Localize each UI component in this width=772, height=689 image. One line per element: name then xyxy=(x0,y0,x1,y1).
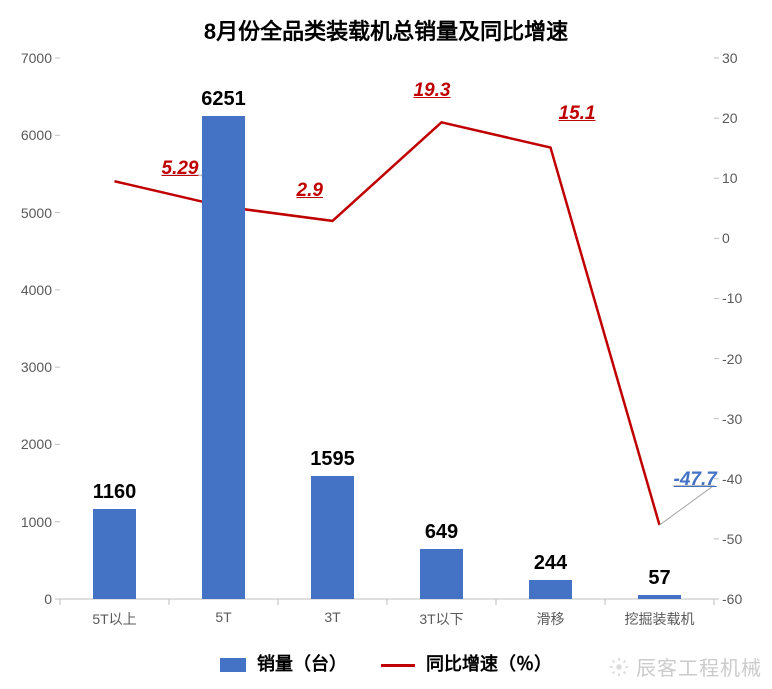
category-label: 挖掘装载机 xyxy=(605,609,714,629)
y-right-tick: -30 xyxy=(722,411,742,427)
bar-value-label: 649 xyxy=(387,521,496,544)
watermark-text: 辰客工程机械 xyxy=(636,652,762,681)
bar-value-label: 244 xyxy=(496,552,605,575)
bar-value-label: 1595 xyxy=(278,448,387,471)
y-right-tick: -40 xyxy=(722,471,742,487)
bar xyxy=(638,595,682,599)
y-right-tick: 0 xyxy=(722,230,730,246)
bar-value-label: 1160 xyxy=(60,481,169,504)
category-label: 滑移 xyxy=(496,609,605,629)
plot-svg xyxy=(60,58,714,599)
plot-area xyxy=(60,58,714,599)
category-label: 3T xyxy=(278,609,387,625)
bar xyxy=(420,549,464,599)
chart-title: 8月份全品类装载机总销量及同比增速 xyxy=(0,14,772,46)
bar-value-label: 57 xyxy=(605,567,714,590)
bar xyxy=(202,116,246,599)
line-value-label: 2.9 xyxy=(297,180,323,202)
line-value-label: 15.1 xyxy=(559,103,596,125)
y-left-tick: 3000 xyxy=(0,359,52,375)
y-right-tick: 30 xyxy=(722,50,738,66)
y-right-tick: -50 xyxy=(722,531,742,547)
legend-line-label: 同比增速（％） xyxy=(426,654,552,674)
y-left-tick: 0 xyxy=(0,591,52,607)
bar xyxy=(93,509,137,599)
y-left-tick: 2000 xyxy=(0,436,52,452)
y-left-tick: 1000 xyxy=(0,514,52,530)
line-value-label: 19.3 xyxy=(414,80,451,102)
legend-line-swatch xyxy=(381,664,415,667)
watermark: 辰客工程机械 xyxy=(608,652,762,681)
bar-value-label: 6251 xyxy=(169,88,278,111)
y-left-tick: 7000 xyxy=(0,50,52,66)
category-label: 5T以上 xyxy=(60,609,169,629)
y-right-tick: -20 xyxy=(722,351,742,367)
y-right-tick: 10 xyxy=(722,170,738,186)
line-value-label: -47.7 xyxy=(674,469,717,491)
chart-container: 8月份全品类装载机总销量及同比增速 销量（台） 同比增速（％） 辰客工程机械 0… xyxy=(0,0,772,689)
category-label: 3T以下 xyxy=(387,609,496,629)
y-left-tick: 5000 xyxy=(0,205,52,221)
watermark-icon xyxy=(608,656,630,678)
category-label: 5T xyxy=(169,609,278,625)
y-left-tick: 4000 xyxy=(0,282,52,298)
legend-bar-swatch xyxy=(220,658,246,672)
line-value-label: 5.29 xyxy=(162,158,199,180)
y-right-tick: -10 xyxy=(722,290,742,306)
legend-bar-label: 销量（台） xyxy=(257,654,347,674)
y-right-tick: 20 xyxy=(722,110,738,126)
bar xyxy=(311,476,355,599)
y-left-tick: 6000 xyxy=(0,127,52,143)
y-right-tick: -60 xyxy=(722,591,742,607)
bar xyxy=(529,580,573,599)
